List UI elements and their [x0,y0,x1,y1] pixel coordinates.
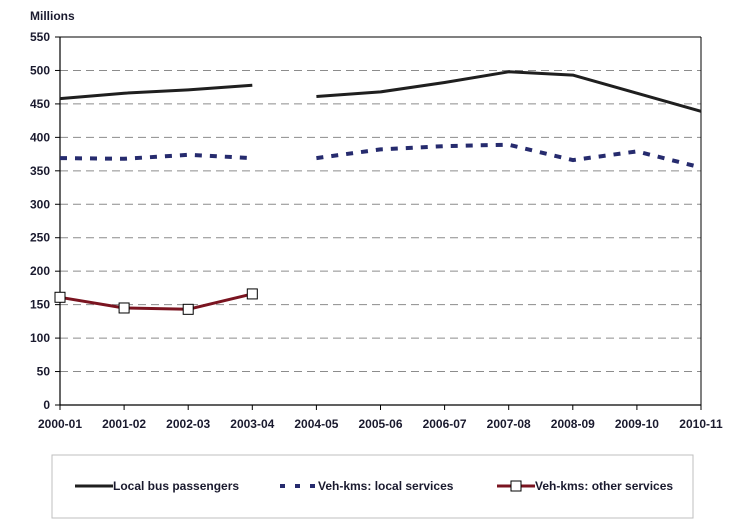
x-tick-label: 2003-04 [230,417,274,431]
x-tick-label: 2009-10 [615,417,659,431]
legend-marker [510,480,522,492]
legend-label: Veh-kms: other services [535,479,673,493]
y-tick-label: 300 [30,197,50,211]
series-line [59,83,253,101]
y-tick-label: 400 [30,130,50,144]
y-tick-label: 350 [30,164,50,178]
y-tick-label: 550 [30,30,50,44]
y-tick-label: 250 [30,231,50,245]
series-0 [59,70,702,113]
series-line [316,70,702,113]
series-2 [54,288,258,315]
series-lines [54,70,702,315]
x-tick-label: 2005-06 [358,417,402,431]
series-line [316,142,702,170]
data-point-marker [118,302,130,314]
legend-label: Local bus passengers [113,479,239,493]
y-axis-label: Millions [30,9,75,23]
y-tick-label: 100 [30,331,50,345]
x-tick-label: 2002-03 [166,417,210,431]
y-tick-label: 150 [30,298,50,312]
y-tick-label: 50 [37,365,51,379]
series-line [59,152,253,161]
y-tick-label: 0 [43,398,50,412]
gridlines [60,69,701,373]
x-tick-label: 2001-02 [102,417,146,431]
y-tick-label: 200 [30,264,50,278]
y-tick-label: 500 [30,63,50,77]
series-line [59,292,253,311]
x-tick-label: 2006-07 [423,417,467,431]
series-1 [59,142,702,170]
x-tick-label: 2010-11 [679,417,723,431]
data-point-marker [182,303,194,315]
x-tick-label: 2007-08 [487,417,531,431]
legend-box [51,454,694,519]
x-tick-label: 2004-05 [294,417,338,431]
y-axis-ticks: 0 50 100 150 200 250 300 350 400 450 500 550 [30,30,60,412]
data-point-marker [246,288,258,300]
x-tick-label: 2000-01 [38,417,82,431]
y-tick-label: 450 [30,97,50,111]
legend: Local bus passengers Veh-kms: local servi… [51,454,694,519]
legend-label: Veh-kms: local services [318,479,454,493]
data-point-marker [54,291,66,303]
x-tick-label: 2008-09 [551,417,595,431]
x-axis-ticks: 2000-01 2001-02 2002-03 2003-04 2004-05 2005-… [38,405,723,431]
